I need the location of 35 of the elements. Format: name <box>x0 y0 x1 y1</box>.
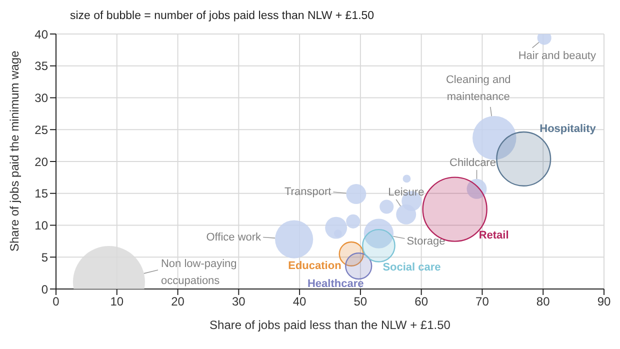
series-label: Social care <box>382 262 441 274</box>
x-tick-label: 40 <box>292 294 307 309</box>
y-tick-label: 10 <box>34 218 48 233</box>
series-label: Hair and beauty <box>518 50 596 62</box>
x-tick-label: 0 <box>52 294 60 309</box>
series-label: Childcare <box>450 156 496 169</box>
x-tick-label: 30 <box>232 294 246 309</box>
x-tick-label: 50 <box>354 294 368 309</box>
y-tick-label: 20 <box>34 154 48 169</box>
x-axis-title: Share of jobs paid less than the NLW + £1.50 <box>210 318 451 332</box>
x-tick-label: 60 <box>414 294 428 309</box>
x-tick-label: 10 <box>110 294 124 309</box>
series-label: Office work <box>206 231 262 244</box>
x-tick-label: 90 <box>597 294 611 309</box>
series-label: Retail <box>478 229 509 242</box>
x-tick-label: 70 <box>476 294 490 309</box>
series-label: Healthcare <box>307 278 364 290</box>
y-tick-label: 25 <box>34 122 48 137</box>
y-tick-label: 35 <box>34 59 48 74</box>
series-label: Storage <box>406 236 446 248</box>
y-tick-label: 30 <box>34 91 48 106</box>
y-tick-label: 0 <box>41 282 48 296</box>
series-label: Transport <box>284 186 332 198</box>
series-label: Non low-paying occupations <box>160 258 237 287</box>
x-tick-label: 80 <box>536 294 550 309</box>
y-tick-label: 40 <box>34 27 48 42</box>
series-label: Education <box>288 260 342 272</box>
series-label: Cleaning and maintenance <box>446 74 511 103</box>
y-tick-label: 15 <box>34 186 48 201</box>
x-tick-label: 20 <box>171 294 185 309</box>
series-label: Leisure <box>388 186 424 198</box>
chart-title: size of bubble = number of jobs paid less than NLW + £1.50 <box>70 10 374 22</box>
y-tick-label: 5 <box>41 250 48 264</box>
series-label: Hospitality <box>540 122 597 135</box>
y-axis-title: Share of jobs paid the minimum wage <box>7 50 22 252</box>
